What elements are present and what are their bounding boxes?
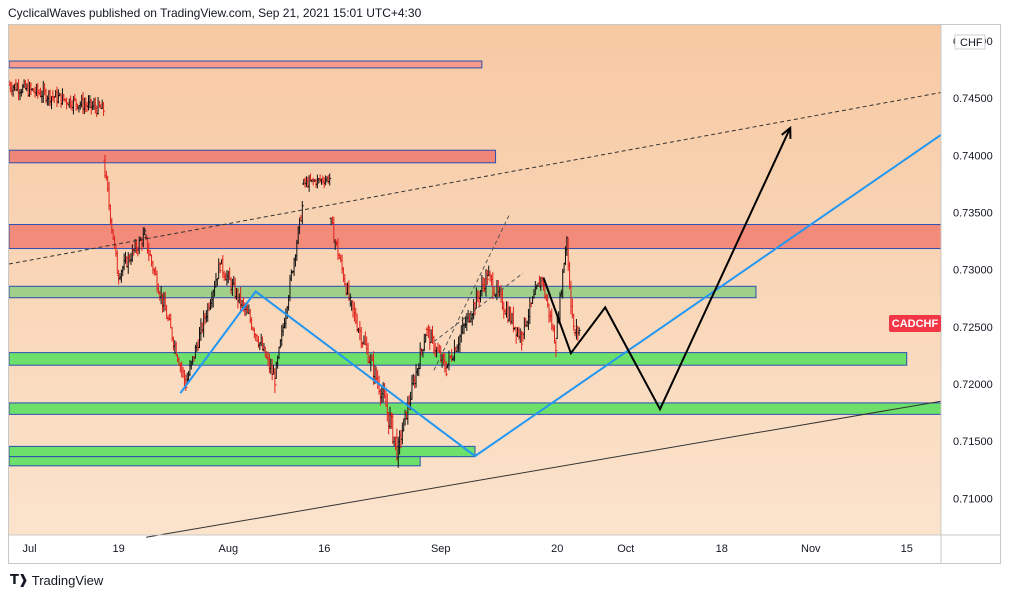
time-tick-label: 18 — [716, 543, 728, 555]
zone-resistance-top — [9, 60, 483, 69]
time-tick-label: Oct — [617, 543, 634, 555]
line-lower-trend — [146, 400, 942, 538]
zone-support-mid — [9, 352, 908, 366]
time-axis[interactable]: Jul 19 Aug 16 Sep 20 Oct 18 Nov 15 — [23, 543, 913, 555]
price-tick-label: 0.71500 — [953, 436, 993, 448]
price-tick-label: 0.71000 — [953, 493, 993, 505]
price-tick-label: 0.72500 — [953, 322, 993, 334]
time-tick-label: Nov — [801, 543, 821, 555]
zone-resistance-mid — [9, 149, 497, 164]
brand-label: TradingView — [31, 572, 104, 588]
zone-support-bottom-a — [9, 445, 476, 458]
price-tick-label: 0.73000 — [953, 265, 993, 277]
zone-support-upper — [9, 285, 757, 299]
symbol-badge-text: CADCHF — [892, 318, 939, 330]
tradingview-logo-icon: 𝗧❱ — [10, 572, 29, 587]
publisher-header: CyclicalWaves published on TradingView.c… — [8, 6, 422, 20]
time-tick-label: Aug — [219, 543, 239, 555]
zone-support-bottom-b — [9, 456, 421, 467]
price-tick-label: 0.74000 — [953, 150, 993, 162]
time-tick-label: 20 — [551, 543, 563, 555]
time-tick-label: 16 — [318, 543, 330, 555]
price-axis[interactable]: 0.750000.745000.740000.735000.730000.725… — [953, 36, 993, 505]
line-blue-fan — [179, 133, 942, 458]
projection-arrowhead — [781, 125, 792, 139]
tradingview-brand[interactable]: 𝗧❱ TradingView — [10, 572, 103, 588]
candlestick-chart[interactable]: 0.750000.745000.740000.735000.730000.725… — [9, 25, 1000, 563]
time-tick-label: 15 — [901, 543, 913, 555]
line-dashed-channel-b — [433, 272, 524, 343]
symbol-badge: CADCHF — [889, 315, 941, 332]
zone-support-low — [9, 402, 942, 415]
time-tick-label: Jul — [23, 543, 37, 555]
price-tick-label: 0.72000 — [953, 379, 993, 391]
time-tick-label: Sep — [431, 543, 451, 555]
price-tick-label: 0.74500 — [953, 93, 993, 105]
currency-text: CHF — [960, 37, 983, 49]
chart-frame: 0.750000.745000.740000.735000.730000.725… — [8, 24, 1001, 564]
price-tick-label: 0.73500 — [953, 208, 993, 220]
candles-layer — [9, 79, 581, 468]
currency-label: CHF — [954, 34, 986, 50]
line-projection — [542, 127, 792, 412]
line-dashed-channel-a — [433, 214, 510, 371]
time-tick-label: 19 — [113, 543, 125, 555]
drawings-layer — [9, 92, 942, 538]
line-dashed-trend — [9, 92, 942, 265]
